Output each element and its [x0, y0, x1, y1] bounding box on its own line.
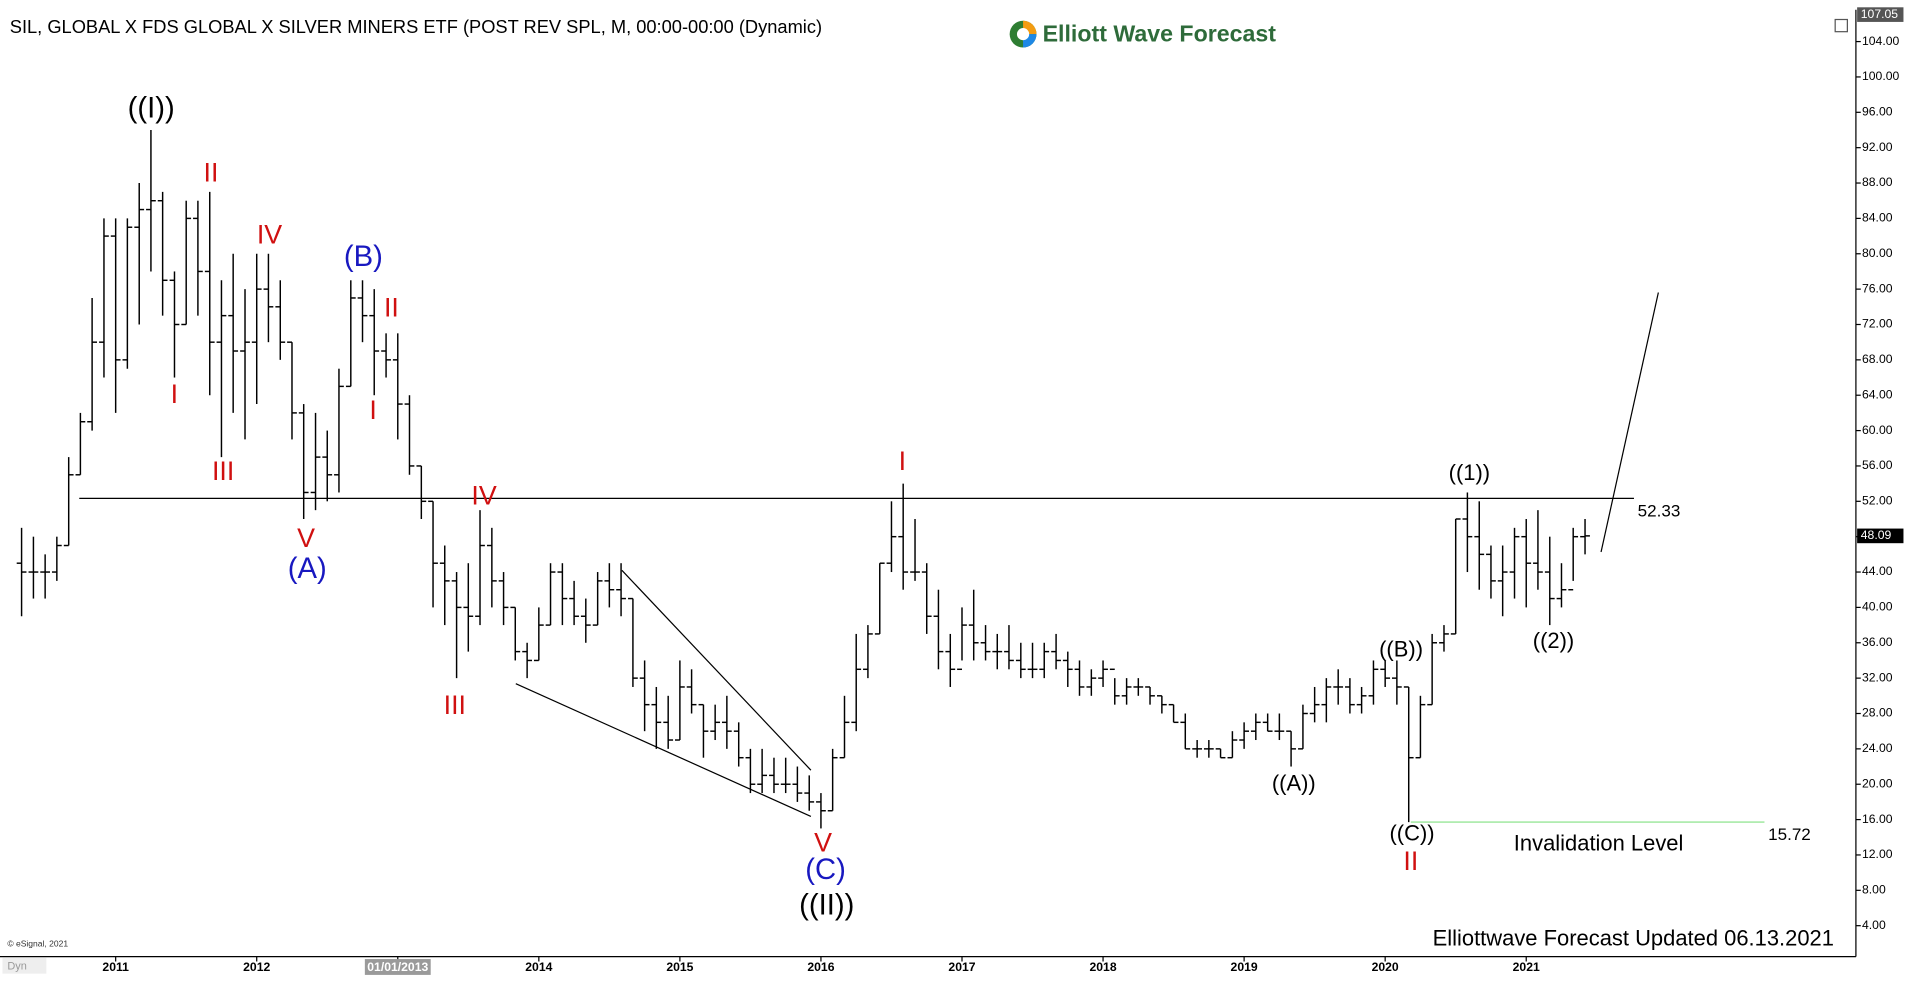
- y-tick-label: 28.00: [1862, 706, 1893, 720]
- wave-label: ((2)): [1533, 628, 1574, 653]
- x-tick-label: 2021: [1513, 960, 1540, 974]
- chart-title: SIL, GLOBAL X FDS GLOBAL X SILVER MINERS…: [10, 16, 822, 37]
- trend-line: [515, 683, 812, 818]
- mode-label: Dyn: [7, 960, 27, 972]
- wave-label: (B): [344, 241, 383, 273]
- x-tick-label: 2016: [807, 960, 834, 974]
- reference-label: 15.72: [1768, 825, 1811, 844]
- trend-line: [1600, 292, 1659, 553]
- wave-label: ((1)): [1449, 460, 1490, 485]
- y-tick-label: 12.00: [1862, 847, 1893, 861]
- window-icon[interactable]: [1834, 18, 1848, 33]
- plot: 4.00 8.00 12.00 16.00 20.00 24.00 28.00 32.00 36…: [16, 7, 1904, 975]
- y-tick-label: 32.00: [1862, 670, 1893, 684]
- wave-label: V: [814, 828, 832, 858]
- y-tick-label: 44.00: [1862, 564, 1893, 578]
- wave-label: V: [297, 523, 315, 553]
- y-tick-label: 36.00: [1862, 635, 1893, 649]
- price-marker-label: 107.05: [1861, 7, 1899, 21]
- y-tick-label: 40.00: [1862, 600, 1893, 614]
- price-marker: [1857, 528, 1904, 544]
- y-tick-label: 52.00: [1862, 494, 1893, 508]
- wave-label: III: [444, 690, 466, 720]
- x-tick-label: 2015: [666, 960, 693, 974]
- wave-label: IV: [257, 219, 282, 249]
- trend-line: [621, 569, 812, 771]
- logo: Elliott Wave Forecast: [1009, 20, 1277, 48]
- y-tick-label: 92.00: [1862, 140, 1893, 154]
- wave-label: II: [1403, 846, 1418, 876]
- footer: Elliottwave Forecast Updated 06.13.2021: [1433, 925, 1834, 950]
- y-tick-label: 8.00: [1862, 883, 1886, 897]
- logo-icon-center: [1016, 28, 1030, 41]
- y-tick-label: 100.00: [1862, 69, 1900, 83]
- y-tick-label: 56.00: [1862, 458, 1893, 472]
- price-marker: [1857, 7, 1904, 22]
- wave-label: ((B)): [1379, 637, 1423, 662]
- wave-label: I: [899, 446, 906, 476]
- y-tick-label: 76.00: [1862, 281, 1893, 295]
- wave-label: (C): [805, 854, 846, 886]
- wave-label: Invalidation Level: [1514, 830, 1684, 855]
- x-tick-label: 2018: [1089, 960, 1116, 974]
- copyright: © eSignal, 2021: [7, 939, 68, 949]
- wave-label: ((A)): [1272, 771, 1316, 796]
- wave-label: IV: [471, 480, 496, 510]
- x-tick-highlight: [364, 959, 431, 975]
- wave-label: ((C)): [1390, 821, 1435, 846]
- wave-label: III: [212, 456, 234, 486]
- x-tick-label: 2017: [948, 960, 975, 974]
- mode-box: [2, 957, 47, 974]
- price-marker-label: 48.09: [1861, 528, 1892, 542]
- y-tick-label: 60.00: [1862, 423, 1893, 437]
- y-tick-label: 96.00: [1862, 105, 1893, 119]
- y-tick-label: 20.00: [1862, 776, 1893, 790]
- y-tick-label: 24.00: [1862, 741, 1893, 755]
- y-tick-label: 84.00: [1862, 211, 1893, 225]
- wave-label: (A): [288, 553, 327, 585]
- y-tick-label: 68.00: [1862, 352, 1893, 366]
- wave-label: II: [204, 157, 219, 187]
- reference-label: 52.33: [1638, 501, 1681, 520]
- y-tick-label: 80.00: [1862, 246, 1893, 260]
- x-tick-label: 2019: [1231, 960, 1258, 974]
- x-tick-label: 2020: [1372, 960, 1399, 974]
- y-tick-label: 64.00: [1862, 387, 1893, 401]
- wave-label: II: [384, 293, 399, 323]
- y-tick-label: 4.00: [1862, 918, 1886, 932]
- x-tick-label: 2014: [525, 960, 552, 974]
- x-tick-label: 2012: [243, 960, 270, 974]
- wave-label: ((I)): [128, 92, 175, 124]
- wave-label: I: [171, 379, 178, 409]
- x-tick-label: 2011: [102, 960, 129, 974]
- y-tick-label: 88.00: [1862, 175, 1893, 189]
- y-tick-label: 72.00: [1862, 317, 1893, 331]
- y-tick-label: 104.00: [1862, 34, 1900, 48]
- logo-text: Elliott Wave Forecast: [1043, 20, 1277, 46]
- wave-label: ((II)): [799, 889, 854, 921]
- x-tick-label: 01/01/2013: [367, 960, 428, 974]
- y-tick-label: 16.00: [1862, 812, 1893, 826]
- wave-label: I: [369, 395, 376, 425]
